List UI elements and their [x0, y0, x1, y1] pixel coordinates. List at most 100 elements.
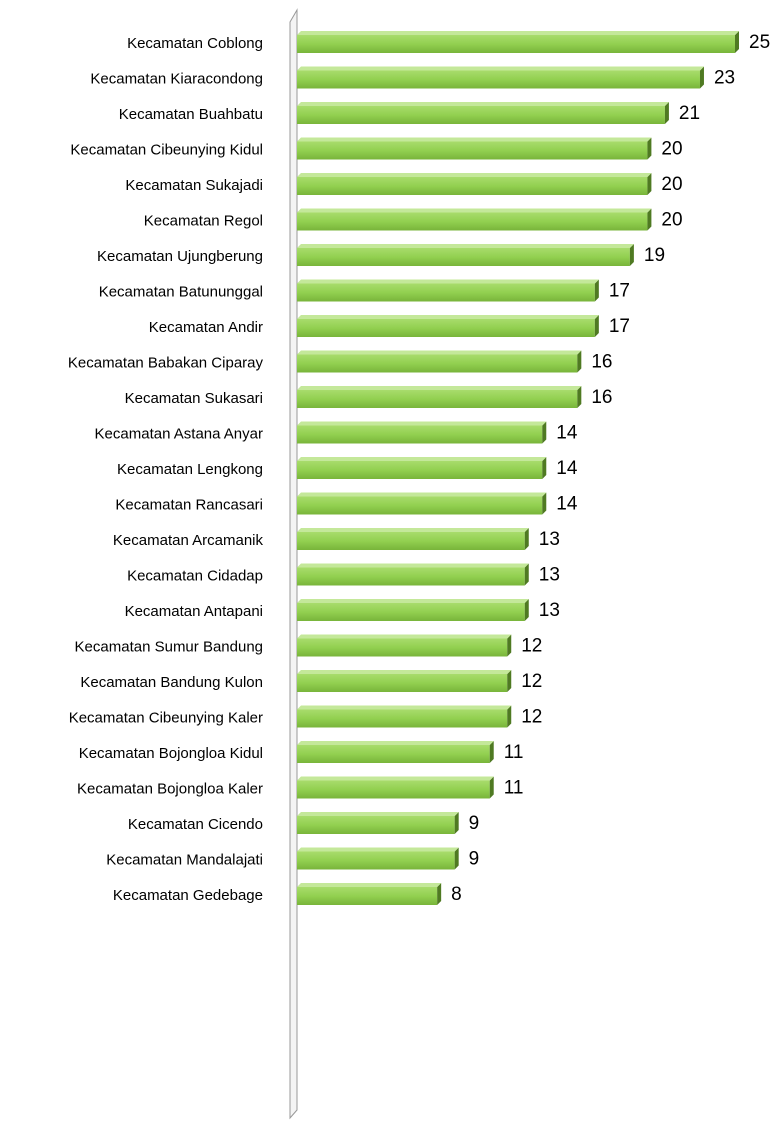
value-label: 14	[556, 423, 578, 444]
bar	[297, 141, 648, 160]
bar-top	[297, 705, 512, 710]
category-label: Kecamatan Mandalajati	[106, 851, 263, 868]
bar-side	[454, 847, 459, 870]
bar-top	[297, 599, 529, 603]
bar	[297, 745, 490, 763]
value-label: 19	[644, 245, 665, 266]
category-label: Kecamatan Cicendo	[128, 816, 263, 833]
bar	[297, 35, 735, 53]
value-label: 21	[679, 103, 700, 124]
bar-top	[297, 457, 547, 461]
bar-side	[489, 741, 494, 763]
category-label: Kecamatan Gedebage	[113, 887, 263, 904]
value-label: 12	[521, 707, 542, 728]
bar	[297, 887, 438, 905]
bar-side	[524, 528, 529, 550]
bar	[297, 70, 700, 89]
bar-side	[542, 457, 547, 479]
bar-side	[507, 705, 512, 728]
bar-side	[454, 812, 459, 834]
value-label: 20	[661, 139, 682, 160]
value-label: 12	[521, 636, 542, 657]
bar	[297, 851, 455, 870]
value-label: 8	[451, 884, 462, 905]
category-label: Kecamatan Lengkong	[117, 461, 263, 478]
value-label: 23	[714, 68, 735, 89]
bar-side	[507, 670, 512, 692]
category-label: Kecamatan Bojongloa Kaler	[77, 780, 263, 797]
bar-side	[647, 173, 652, 195]
bar-side	[699, 66, 704, 89]
bar-top	[297, 315, 599, 319]
bar-side	[647, 208, 652, 231]
category-label: Kecamatan Sukajadi	[125, 177, 263, 194]
bar-side	[489, 776, 494, 799]
bar-top	[297, 812, 459, 816]
bar-top	[297, 137, 652, 142]
bar	[297, 248, 630, 266]
bar	[297, 780, 490, 799]
bar-top	[297, 670, 512, 674]
bar	[297, 354, 578, 373]
bar-side	[542, 492, 547, 515]
bar	[297, 638, 508, 657]
bar-top	[297, 66, 704, 71]
category-label: Kecamatan Arcamanik	[113, 532, 264, 549]
bar-side	[629, 244, 634, 266]
value-label: 16	[591, 387, 612, 408]
bar-side	[735, 31, 739, 53]
category-label: Kecamatan Bandung Kulon	[80, 674, 263, 691]
value-label: 11	[504, 778, 524, 799]
bar-top	[297, 492, 547, 497]
bar-top	[297, 386, 582, 390]
bar-side	[647, 137, 652, 160]
bar-side	[577, 386, 582, 408]
bar	[297, 816, 455, 834]
value-label: 20	[661, 210, 682, 231]
bar	[297, 212, 648, 231]
bar-side	[594, 279, 599, 302]
value-label: 14	[556, 458, 578, 479]
category-label: Kecamatan Kiaracondong	[90, 70, 263, 87]
category-label: Kecamatan Antapani	[125, 603, 263, 620]
bar	[297, 674, 508, 692]
category-label: Kecamatan Cibeunying Kidul	[70, 141, 263, 158]
bar-side	[664, 102, 669, 124]
value-label: 20	[661, 174, 682, 195]
bar-top	[297, 421, 547, 426]
value-label: 9	[469, 813, 480, 834]
bar	[297, 106, 665, 124]
category-label: Kecamatan Coblong	[127, 35, 263, 52]
value-label: 16	[591, 352, 612, 373]
bar	[297, 390, 578, 408]
category-label: Kecamatan Astana Anyar	[95, 425, 263, 442]
category-label: Kecamatan Buahbatu	[119, 106, 263, 123]
bar-top	[297, 279, 599, 284]
value-label: 17	[609, 281, 630, 302]
value-label: 9	[469, 849, 480, 870]
bar	[297, 283, 595, 302]
bar	[297, 461, 543, 479]
bar-side	[594, 315, 599, 337]
bar-side	[542, 421, 547, 444]
bar-top	[297, 847, 459, 852]
bar-top	[297, 528, 529, 532]
value-label: 14	[556, 494, 578, 515]
bar-top	[297, 31, 739, 35]
category-label: Kecamatan Sukasari	[125, 390, 263, 407]
bar-side	[577, 350, 582, 373]
bar	[297, 425, 543, 444]
value-label: 12	[521, 671, 542, 692]
bar-top	[297, 563, 529, 568]
value-label: 13	[539, 529, 560, 550]
bar-top	[297, 208, 652, 213]
bar-side	[507, 634, 512, 657]
bar	[297, 532, 525, 550]
bar-side	[524, 563, 529, 586]
bar-top	[297, 244, 634, 248]
value-label: 17	[609, 316, 630, 337]
bar	[297, 496, 543, 515]
bar-top	[297, 102, 669, 106]
bar	[297, 177, 648, 195]
bar-top	[297, 741, 494, 745]
